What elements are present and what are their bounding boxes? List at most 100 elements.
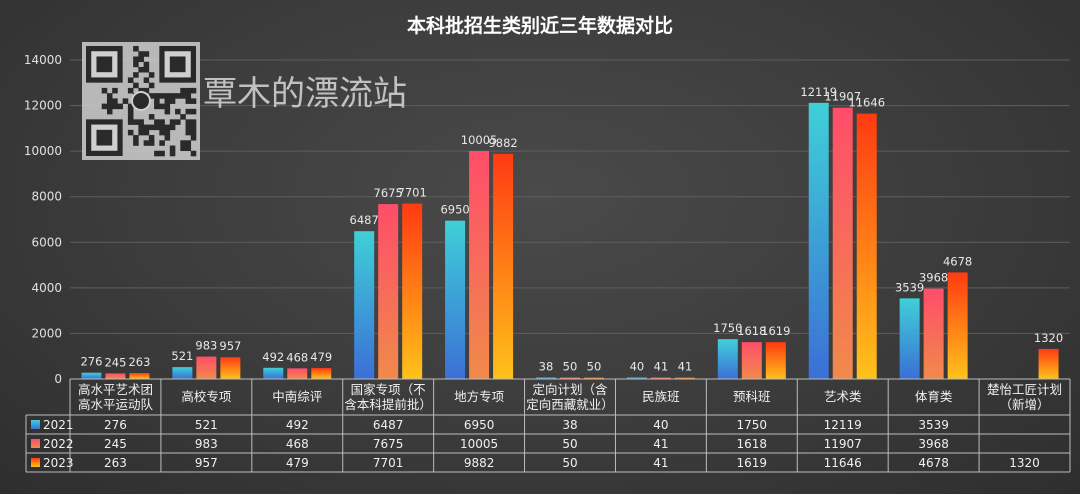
data-label: 11907: [824, 90, 861, 104]
qr-module: [148, 135, 155, 141]
qr-module: [159, 129, 165, 136]
category-label: 高水平艺术团高水平运动队: [78, 382, 154, 412]
data-label: 3539: [895, 280, 924, 294]
data-label: 7701: [398, 186, 427, 200]
bar-2022: [560, 377, 580, 379]
data-label: 1750: [713, 321, 742, 335]
qr-module: [164, 103, 171, 110]
legend-swatch: [31, 420, 40, 429]
data-label: 40: [630, 360, 645, 374]
qr-module: [112, 103, 118, 110]
data-label: 468: [286, 350, 308, 364]
qr-module: [169, 124, 176, 131]
data-label: 983: [195, 339, 217, 353]
bar-series: [81, 102, 1059, 380]
qr-module: [138, 124, 144, 131]
y-tick-label: 0: [54, 372, 62, 386]
qr-module: [143, 124, 150, 131]
y-tick-label: 14000: [24, 53, 62, 67]
bar-2021: [81, 372, 102, 379]
watermark: 覃木的漂流站: [82, 42, 407, 160]
bar-2021: [445, 220, 466, 379]
qr-module: [148, 140, 155, 146]
data-label: 957: [219, 339, 241, 353]
data-labels: 276 521 492 6487 6950 38 40 1750 12119 3539 245 983…: [80, 85, 1063, 374]
qr-module: [159, 140, 165, 146]
qr-module: [190, 129, 197, 136]
qr-module: [159, 103, 165, 110]
table-cell: 50: [562, 456, 577, 470]
category-label: 艺术类: [824, 389, 862, 404]
table-cell: 10005: [460, 437, 498, 451]
qr-module: [154, 150, 160, 157]
category-label: 民族班: [642, 389, 680, 404]
qr-module: [127, 129, 134, 136]
category-label: 体育类: [915, 389, 953, 404]
qr-module: [133, 82, 139, 89]
qr-module: [127, 87, 134, 94]
bar-2023: [1038, 348, 1059, 379]
qr-module: [148, 72, 155, 78]
table-cell: 11907: [824, 437, 862, 451]
bar-2023: [129, 373, 150, 379]
table-cell: 492: [286, 418, 309, 432]
bar-2022: [832, 107, 853, 380]
qr-module: [133, 46, 139, 52]
qr-module: [143, 61, 150, 68]
data-label: 6487: [350, 213, 379, 227]
qr-module: [185, 108, 192, 115]
qr-module: [175, 108, 181, 115]
qr-module: [112, 98, 118, 104]
qr-module: [133, 119, 139, 125]
bar-2021: [717, 339, 738, 379]
data-label: 41: [678, 360, 693, 374]
table-cell: 7675: [373, 437, 404, 451]
bar-2021: [626, 377, 647, 379]
category-label: 楚怡工匠计划（新增）: [987, 382, 1062, 412]
bar-2023: [493, 153, 514, 379]
qr-module: [133, 56, 139, 63]
category-label: 中南综评: [272, 389, 322, 404]
qr-module: [148, 114, 155, 120]
category-label: 国家专项（不含本科提前批）: [344, 382, 432, 412]
y-axis: 0 2000 4000 6000 8000 10000 12000 14000: [24, 53, 62, 386]
bar-2023: [311, 368, 332, 379]
bar-2023: [402, 203, 423, 379]
table-cell: 263: [104, 456, 127, 470]
data-table: 高水平艺术团高水平运动队 高校专项 中南综评 国家专项（不含本科提前批） 地方专项 定向计…: [25, 378, 1071, 473]
y-tick-label: 4000: [31, 281, 62, 295]
qr-module: [190, 98, 197, 104]
bar-2021: [172, 367, 193, 379]
legend-swatch: [31, 439, 40, 448]
y-tick-label: 2000: [31, 326, 62, 340]
qr-module: [180, 145, 186, 152]
data-label: 479: [310, 350, 332, 364]
bar-2022: [378, 204, 399, 379]
table-cell: 41: [653, 456, 668, 470]
table-cell: 6487: [373, 418, 404, 432]
qr-module: [190, 119, 197, 125]
data-label: 4678: [943, 254, 972, 268]
qr-module: [127, 119, 134, 125]
qr-module: [154, 103, 160, 110]
qr-module: [101, 87, 108, 94]
data-label: 9882: [488, 136, 517, 150]
qr-module: [185, 129, 192, 136]
qr-module: [133, 140, 139, 146]
category-label: 地方专项: [454, 389, 504, 404]
table-cell: 1619: [737, 456, 768, 470]
qr-module: [106, 98, 113, 104]
qr-module: [190, 124, 197, 131]
data-label: 276: [80, 355, 102, 369]
y-tick-label: 12000: [24, 99, 62, 113]
qr-module: [190, 87, 197, 94]
bar-2023: [856, 113, 877, 379]
qr-module: [185, 140, 192, 146]
qr-module: [164, 93, 171, 99]
data-label: 521: [171, 349, 193, 363]
qr-module: [143, 87, 150, 94]
qr-module: [185, 93, 192, 99]
qr-module: [180, 114, 186, 120]
qr-module: [169, 150, 176, 157]
